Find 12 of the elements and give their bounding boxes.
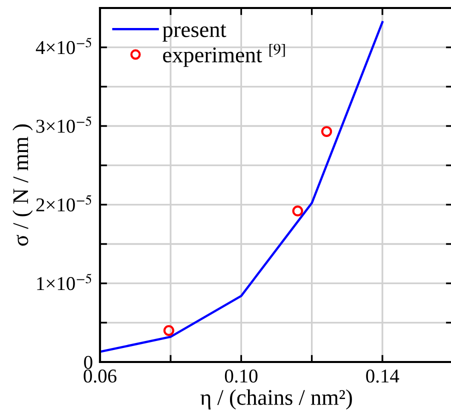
- y-tick-label: 1×10$^{−5}$: [37, 274, 92, 290]
- x-tick-label: 0.06: [84, 370, 116, 383]
- y-tick-label: 4×10$^{−5}$: [36, 38, 92, 54]
- y-tick-label: 2×10$^{−5}$: [36, 195, 92, 212]
- x-tick-label: 0.10: [224, 370, 258, 383]
- y-tick-label: 0: [84, 356, 92, 369]
- legend-label: experiment $^{[9]}$: [163, 44, 285, 67]
- y-axis-title: σ / ( N / mm ): [12, 124, 33, 246]
- x-tick-label: 0.14: [366, 370, 400, 383]
- x-axis-title: η / (chains / nm²): [200, 389, 352, 410]
- legend-label: present: [162, 24, 226, 42]
- y-tick-label: 3×10$^{−5}$: [36, 116, 92, 133]
